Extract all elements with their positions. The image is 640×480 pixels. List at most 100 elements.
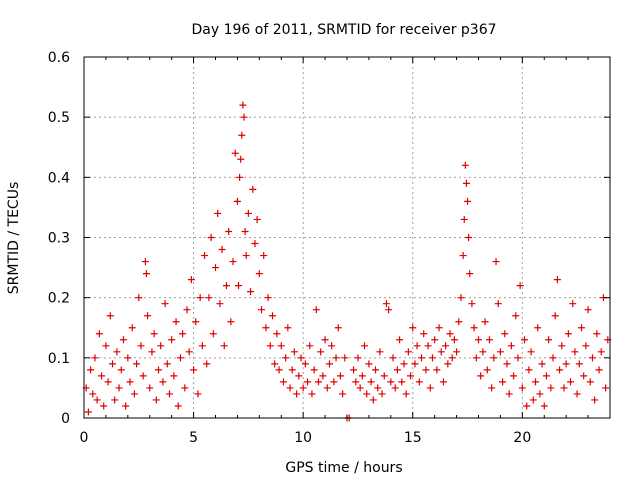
y-tick-label: 0.2 (48, 291, 70, 307)
data-point (146, 384, 154, 392)
data-point (575, 360, 583, 368)
data-point (227, 318, 235, 326)
data-point (584, 306, 592, 314)
y-tick-label: 0.1 (48, 351, 70, 367)
data-point (152, 396, 160, 404)
data-point (558, 342, 566, 350)
data-point (426, 384, 434, 392)
data-point (551, 312, 559, 320)
data-point (91, 354, 99, 362)
data-point (192, 318, 200, 326)
data-point (534, 324, 542, 332)
data-point (560, 384, 568, 392)
data-point (150, 330, 158, 338)
data-point (284, 324, 292, 332)
data-point (328, 342, 336, 350)
data-point (562, 360, 570, 368)
data-point (194, 390, 202, 398)
data-point (253, 215, 261, 223)
data-point (492, 258, 500, 266)
data-point (363, 390, 371, 398)
data-point (196, 294, 204, 302)
y-axis-label: SRMTID / TECUs (6, 182, 22, 295)
data-point (567, 378, 575, 386)
data-point (247, 288, 255, 296)
data-point (564, 330, 572, 338)
data-points (82, 101, 612, 422)
data-point (205, 294, 213, 302)
data-point (538, 360, 546, 368)
data-point (176, 354, 184, 362)
data-point (387, 378, 395, 386)
y-tick-label: 0.3 (48, 231, 70, 247)
data-point (295, 372, 303, 380)
data-point (249, 185, 257, 193)
data-point (260, 252, 268, 260)
data-point (183, 306, 191, 314)
data-point (514, 354, 522, 362)
data-point (477, 372, 485, 380)
data-point (536, 390, 544, 398)
data-point (163, 360, 171, 368)
data-point (488, 384, 496, 392)
data-point (602, 384, 610, 392)
data-point (396, 336, 404, 344)
data-point (595, 366, 603, 374)
data-point (104, 378, 112, 386)
data-point (545, 336, 553, 344)
data-point (376, 348, 384, 356)
data-point (241, 227, 249, 235)
data-point (288, 366, 296, 374)
data-point (479, 348, 487, 356)
x-tick-label: 0 (80, 430, 89, 446)
data-point (229, 258, 237, 266)
data-point (358, 372, 366, 380)
data-point (569, 300, 577, 308)
data-point (597, 348, 605, 356)
y-tick-label: 0 (61, 411, 70, 427)
data-point (501, 330, 509, 338)
data-point (496, 348, 504, 356)
data-point (142, 270, 150, 278)
data-point (144, 312, 152, 320)
data-point (271, 360, 279, 368)
data-point (586, 378, 594, 386)
data-point (108, 360, 116, 368)
data-point (181, 384, 189, 392)
data-point (460, 215, 468, 223)
data-point (485, 336, 493, 344)
x-tick-label: 20 (513, 430, 531, 446)
data-point (170, 372, 178, 380)
data-point (523, 402, 531, 410)
data-point (93, 396, 101, 404)
y-tick-label: 0.5 (48, 110, 70, 126)
data-point (402, 390, 410, 398)
data-point (525, 366, 533, 374)
data-point (464, 197, 472, 205)
data-point (237, 155, 245, 163)
data-point (393, 366, 401, 374)
data-point (418, 354, 426, 362)
data-point (428, 354, 436, 362)
data-point (494, 300, 502, 308)
data-point (275, 366, 283, 374)
data-point (462, 179, 470, 187)
data-point (457, 294, 465, 302)
data-point (339, 390, 347, 398)
data-point (448, 354, 456, 362)
data-point (312, 306, 320, 314)
data-point (148, 348, 156, 356)
data-point (453, 348, 461, 356)
data-point (299, 384, 307, 392)
data-point (341, 354, 349, 362)
data-point (400, 360, 408, 368)
data-point (382, 300, 390, 308)
data-point (266, 342, 274, 350)
data-point (317, 348, 325, 356)
data-point (190, 366, 198, 374)
data-point (282, 354, 290, 362)
data-point (505, 390, 513, 398)
data-point (439, 378, 447, 386)
data-point (155, 366, 163, 374)
